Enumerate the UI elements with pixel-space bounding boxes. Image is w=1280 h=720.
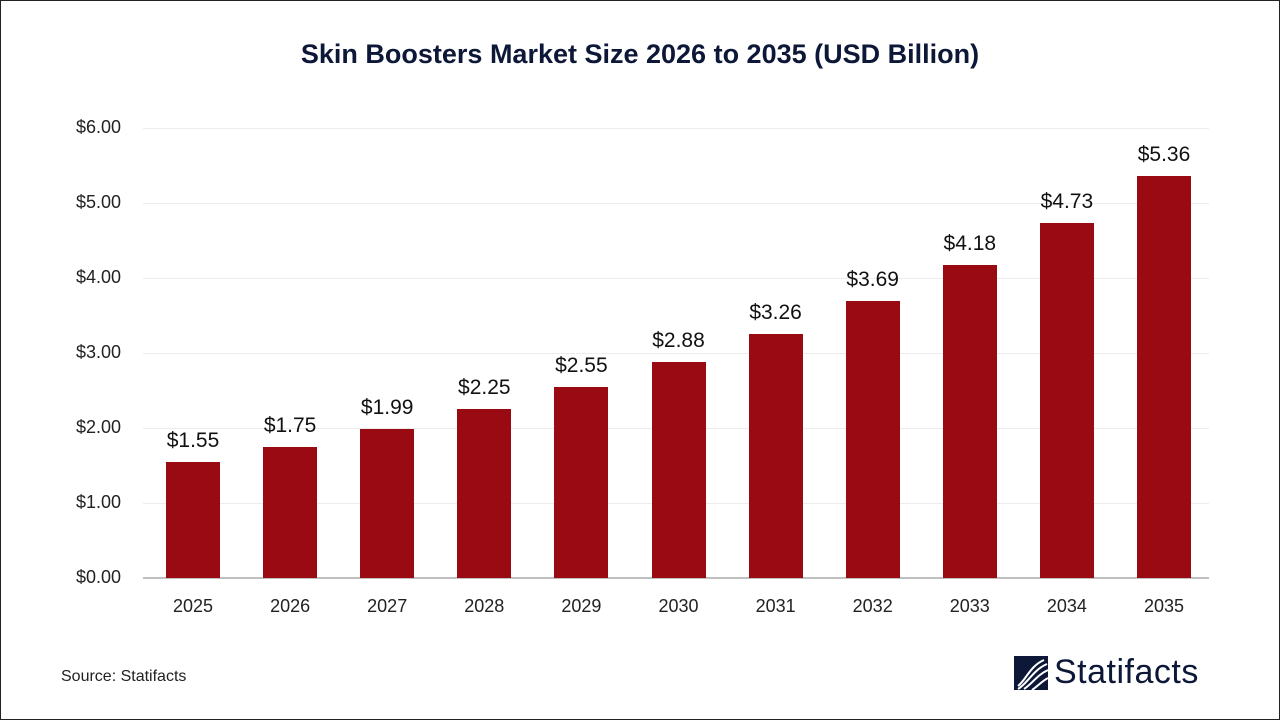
value-label: $4.73 bbox=[1040, 190, 1094, 214]
gridline bbox=[143, 353, 1209, 354]
chart-title: Skin Boosters Market Size 2026 to 2035 (… bbox=[300, 39, 980, 69]
value-label: $2.55 bbox=[555, 353, 608, 377]
bar-2027 bbox=[360, 428, 415, 578]
gridline bbox=[143, 203, 1209, 204]
value-label: $3.26 bbox=[749, 300, 802, 324]
bar-2025 bbox=[166, 461, 220, 578]
bar-2030 bbox=[651, 362, 706, 578]
value-label: $1.75 bbox=[263, 413, 317, 437]
y-tick-label: $6.00 bbox=[75, 117, 121, 137]
y-tick-label: $3.00 bbox=[75, 342, 121, 362]
brand-logo: Statifacts bbox=[1014, 653, 1199, 692]
bar-2035 bbox=[1137, 176, 1191, 578]
bar-2029 bbox=[554, 386, 609, 578]
y-tick-label: $0.00 bbox=[75, 567, 121, 587]
gridline bbox=[143, 128, 1209, 129]
x-tick-label: 2031 bbox=[755, 596, 796, 616]
bar-2033 bbox=[942, 264, 997, 578]
y-tick-label: $1.00 bbox=[75, 492, 121, 512]
bar-2026 bbox=[263, 446, 318, 578]
x-tick-label: 2026 bbox=[270, 596, 311, 616]
x-tick-label: 2027 bbox=[367, 596, 408, 616]
x-tick-label: 2033 bbox=[949, 596, 990, 616]
bar-2034 bbox=[1039, 223, 1094, 578]
logo-text: Statifacts bbox=[1054, 653, 1199, 691]
x-tick-label: 2028 bbox=[464, 596, 505, 616]
y-tick-label: $2.00 bbox=[75, 417, 121, 437]
value-label: $4.18 bbox=[943, 231, 997, 255]
y-tick-label: $4.00 bbox=[75, 267, 121, 287]
x-tick-label: 2034 bbox=[1046, 596, 1087, 616]
bar-2028 bbox=[457, 409, 512, 578]
value-label: $3.69 bbox=[846, 268, 899, 292]
x-axis-line bbox=[143, 577, 1209, 579]
x-tick-label: 2025 bbox=[172, 596, 214, 616]
y-tick-label: $5.00 bbox=[75, 192, 121, 212]
bar-2032 bbox=[845, 301, 900, 578]
x-tick-label: 2030 bbox=[658, 596, 699, 616]
value-label: $5.36 bbox=[1137, 143, 1191, 166]
value-label: $1.55 bbox=[166, 428, 220, 452]
source-note: Source: Statifacts bbox=[61, 668, 187, 685]
gridline bbox=[143, 278, 1209, 279]
bar-2031 bbox=[748, 333, 803, 578]
value-label: $1.99 bbox=[360, 395, 414, 419]
value-label: $2.88 bbox=[652, 329, 705, 352]
x-tick-label: 2029 bbox=[561, 596, 602, 616]
x-tick-label: 2035 bbox=[1143, 596, 1185, 616]
x-tick-label: 2032 bbox=[852, 596, 893, 616]
statifacts-logo-icon bbox=[1014, 655, 1048, 690]
value-label: $2.25 bbox=[458, 376, 511, 400]
